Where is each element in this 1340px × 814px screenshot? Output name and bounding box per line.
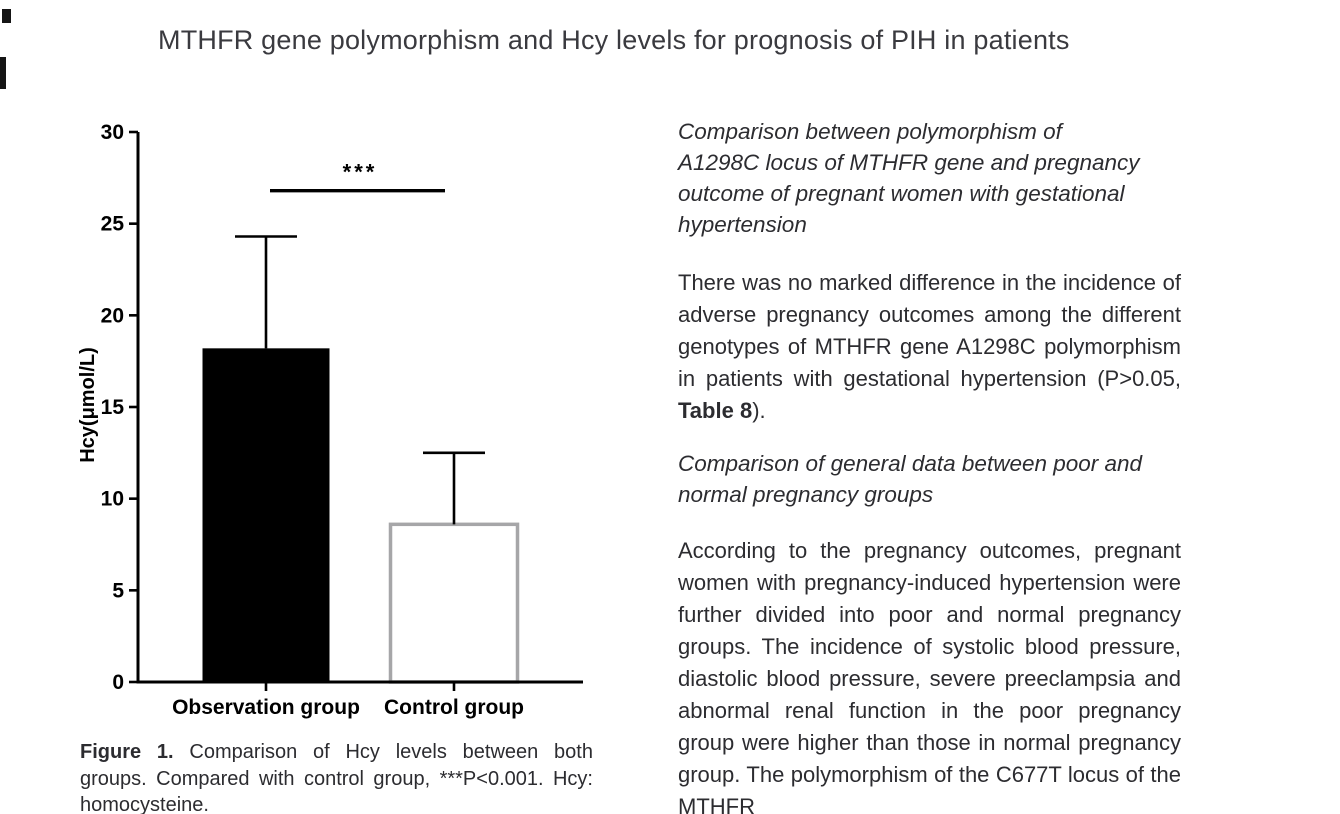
caption-bold-segment: Table 8 bbox=[678, 398, 753, 423]
section-heading-a1298c: Comparison between polymorphism of A1298… bbox=[678, 119, 1140, 237]
y-tick-label: 5 bbox=[112, 579, 124, 602]
scan-artifact-top bbox=[2, 9, 11, 23]
page-title: MTHFR gene polymorphism and Hcy levels f… bbox=[158, 25, 1070, 55]
text-segment: Comparison of Hcy levels between both gr… bbox=[80, 741, 593, 814]
x-category-label: Control group bbox=[384, 696, 524, 719]
y-tick-label: 30 bbox=[101, 121, 124, 144]
section-heading-general-data: Comparison of general data between poor … bbox=[678, 451, 1143, 507]
paragraph-general-data: According to the pregnancy outcomes, pre… bbox=[678, 538, 1181, 814]
y-tick-label: 25 bbox=[101, 213, 125, 236]
text-segment: ). bbox=[752, 398, 766, 423]
bar-1 bbox=[388, 522, 520, 684]
x-category-label: Observation group bbox=[172, 696, 360, 719]
y-tick-label: 15 bbox=[101, 396, 125, 419]
paragraph-a1298c: There was no marked difference in the in… bbox=[678, 267, 1181, 427]
significance-stars: *** bbox=[343, 160, 378, 185]
bar-0 bbox=[202, 348, 330, 682]
caption-bold-segment: Figure 1. bbox=[80, 741, 174, 763]
y-tick-label: 10 bbox=[101, 488, 124, 511]
article-text-column: Comparison between polymorphism of A1298… bbox=[678, 0, 1181, 814]
text-segment: There was no marked difference in the in… bbox=[678, 270, 1181, 391]
scan-artifact-left bbox=[0, 57, 6, 89]
y-tick-label: 20 bbox=[101, 304, 124, 327]
y-tick-label: 0 bbox=[112, 671, 124, 694]
hcy-bar-chart: 0 5 10 15 20 25 30 Observation group Control gro… bbox=[78, 121, 583, 719]
y-axis-title: Hcy(μmol/L) bbox=[78, 347, 99, 463]
figure-caption: Figure 1. Comparison of Hcy levels betwe… bbox=[80, 739, 593, 814]
